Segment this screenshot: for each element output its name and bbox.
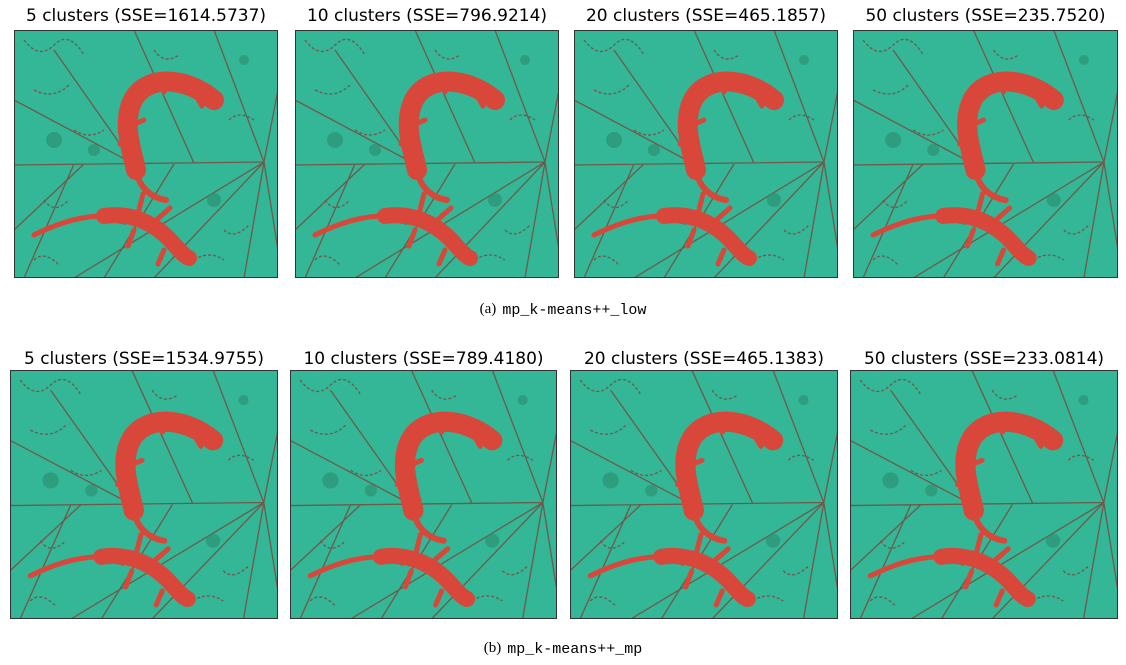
panel-title: 20 clusters (SSE=465.1383) [584, 349, 824, 369]
caption-label: (a) [480, 301, 497, 317]
segmented-image [574, 30, 838, 278]
caption-method: mp_k-means++_mp [507, 641, 642, 658]
caption: (b) mp_k-means++_mp [484, 640, 643, 658]
panel-title: 20 clusters (SSE=465.1857) [586, 6, 826, 26]
caption-label: (b) [484, 640, 502, 656]
panel-title: 50 clusters (SSE=233.0814) [864, 349, 1104, 369]
segmented-image [295, 30, 559, 278]
segmented-image [570, 370, 838, 619]
segmented-image [10, 370, 278, 619]
caption-method: mp_k-means++_low [502, 302, 646, 319]
segmented-image [290, 370, 557, 619]
segmented-image [853, 30, 1118, 278]
panel-title: 50 clusters (SSE=235.7520) [865, 6, 1105, 26]
segmented-image [14, 30, 278, 278]
caption: (a) mp_k-means++_low [480, 301, 647, 319]
segmented-image [850, 370, 1118, 619]
panel-title: 5 clusters (SSE=1534.9755) [24, 349, 264, 369]
panel-title: 10 clusters (SSE=789.4180) [303, 349, 543, 369]
panel-title: 5 clusters (SSE=1614.5737) [26, 6, 266, 26]
figure: 5 clusters (SSE=1614.5737) 10 clusters (S… [0, 0, 1126, 660]
panel-title: 10 clusters (SSE=796.9214) [307, 6, 547, 26]
